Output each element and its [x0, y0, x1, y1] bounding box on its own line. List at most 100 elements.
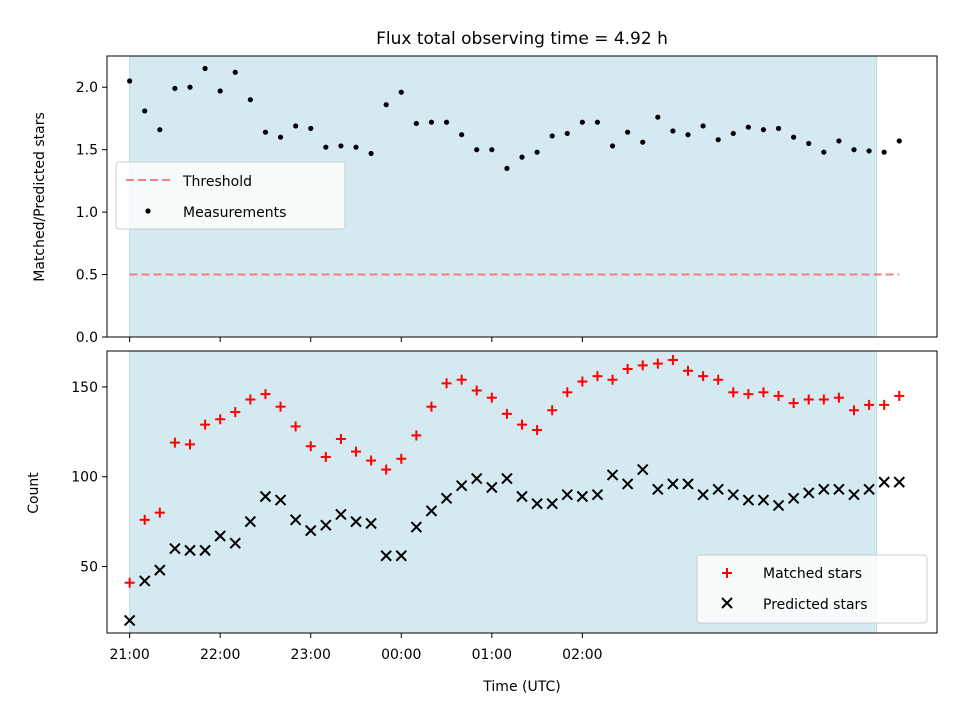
- matched-star-point: [532, 425, 543, 436]
- predicted-star-point: [274, 494, 287, 506]
- matched-star-point: [245, 394, 256, 405]
- legend-box: [696, 554, 928, 624]
- ratio-y-axis-label: Matched/Predicted stars: [32, 112, 48, 282]
- predicted-star-point: [727, 488, 739, 501]
- measurement-point: [187, 84, 193, 90]
- measurement-point: [383, 102, 389, 108]
- y-tick-label: 50: [80, 560, 98, 576]
- predicted-star-point: [199, 544, 211, 557]
- measurement-point: [881, 149, 887, 155]
- predicted-star-point: [350, 515, 362, 528]
- matched-star-point: [864, 399, 875, 410]
- matched-star-point: [607, 374, 618, 385]
- predicted-star-point: [546, 497, 558, 510]
- matched-star-point: [577, 376, 588, 387]
- x-tick-label: 23:00: [291, 647, 331, 663]
- matched-star-point: [698, 371, 709, 382]
- ratio-legend: Threshold Measurements: [115, 161, 346, 230]
- measurement-point: [368, 150, 374, 157]
- x-tick-label: 02:00: [562, 647, 602, 663]
- predicted-star-point: [289, 514, 302, 526]
- measurement-point: [217, 88, 223, 94]
- predicted-star-point: [440, 492, 453, 504]
- chart-title: Flux total observing time = 4.92 h: [376, 29, 668, 49]
- y-tick-label: 2.0: [76, 80, 98, 96]
- matched-star-point: [818, 394, 829, 405]
- predicted-star-point: [471, 472, 483, 485]
- measurement-point: [474, 147, 480, 153]
- matched-star-point: [290, 421, 301, 432]
- predicted-star-point: [501, 472, 513, 485]
- predicted-star-point: [154, 564, 166, 576]
- predicted-star-point: [486, 481, 498, 494]
- axes-frame: [106, 350, 938, 634]
- matched-star-point: [426, 401, 437, 412]
- x-tick-label: 01:00: [472, 647, 512, 663]
- matched-star-point: [894, 390, 905, 401]
- count-panel: 50 100 150 21:00 22:00 23:00 00:00 01:00 02:00 Ma…: [71, 350, 938, 663]
- matched-star-point: [215, 414, 226, 425]
- matched-star-point: [803, 394, 814, 405]
- y-tick-label: 150: [71, 380, 98, 396]
- matched-star-point: [788, 398, 799, 409]
- predicted-star-point: [878, 476, 890, 488]
- measurement-point: [262, 129, 269, 135]
- measurement-point: [625, 129, 631, 135]
- measurement-point: [293, 123, 299, 129]
- predicted-star-point: [787, 492, 800, 504]
- matched-star-point: [124, 577, 135, 588]
- matched-star-point: [366, 455, 377, 466]
- count-y-axis-label: Count: [26, 472, 42, 514]
- measurement-point: [534, 149, 540, 155]
- measurement-point: [745, 124, 751, 130]
- predicted-star-point: [380, 550, 392, 562]
- measurement-point: [413, 120, 419, 127]
- measurement-point: [775, 125, 782, 132]
- measurement-point: [519, 154, 525, 160]
- matched-star-point: [456, 374, 467, 385]
- measurement-point: [172, 85, 178, 92]
- matched-star-point: [411, 430, 422, 441]
- matched-star-point: [381, 464, 392, 475]
- predicted-star-point: [561, 488, 573, 501]
- measurement-point: [338, 143, 344, 149]
- axes-frame: [106, 55, 938, 338]
- measurement-point: [579, 119, 585, 125]
- predicted-star-point: [214, 530, 226, 542]
- matched-star-point: [305, 441, 316, 452]
- measurement-point: [715, 137, 721, 143]
- matched-star-point: [713, 374, 724, 385]
- measurement-point: [142, 108, 148, 114]
- measurement-point: [247, 97, 253, 103]
- legend-predicted-swatch: [721, 597, 733, 609]
- predicted-star-point: [395, 550, 407, 562]
- matched-star-point: [637, 360, 648, 371]
- predicted-star-point: [305, 524, 317, 537]
- predicted-star-point: [531, 497, 543, 510]
- predicted-star-point: [712, 483, 724, 496]
- matched-star-point: [230, 407, 241, 418]
- matched-star-point: [486, 392, 497, 403]
- measurement-point: [700, 123, 706, 129]
- measurement-point: [459, 132, 465, 138]
- matched-star-point: [652, 358, 663, 369]
- predicted-star-point: [893, 476, 905, 488]
- measurement-point: [806, 140, 812, 147]
- predicted-star-point: [606, 469, 619, 481]
- measurement-point: [398, 89, 404, 95]
- predicted-star-point: [410, 521, 423, 533]
- predicted-star-point: [848, 488, 860, 501]
- count-legend: Matched stars Predicted stars: [696, 554, 928, 624]
- measurement-point: [791, 134, 797, 140]
- predicted-star-point: [652, 483, 664, 496]
- legend-matched-label: Matched stars: [763, 566, 862, 582]
- measurement-point: [202, 65, 208, 72]
- measurement-point: [760, 127, 767, 133]
- predicted-star-point: [259, 490, 272, 503]
- measurement-point: [443, 119, 450, 125]
- predicted-star-point: [757, 494, 770, 506]
- measurement-point: [655, 114, 661, 120]
- measurement-point: [323, 144, 329, 150]
- legend-matched-swatch: [722, 568, 732, 578]
- matched-star-point: [683, 365, 693, 376]
